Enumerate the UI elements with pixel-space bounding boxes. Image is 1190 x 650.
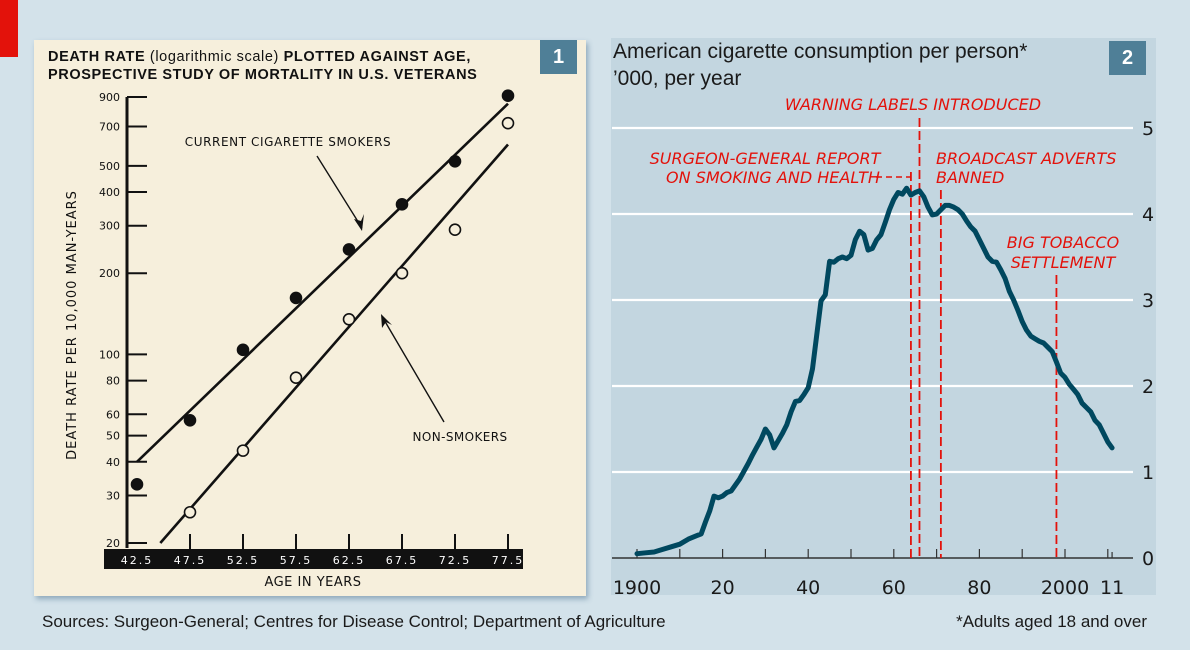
annotation-label-surgeon-general-1: SURGEON-GENERAL REPORT [650, 149, 882, 168]
annotation-label-broadcast-2: BANNED [936, 168, 1004, 187]
chart1-y-tick-label: 80 [106, 375, 120, 388]
footnote-adults: *Adults aged 18 and over [956, 612, 1147, 631]
chart2-y-tick-label: 4 [1142, 204, 1154, 226]
chart2-x-tick-label: 80 [967, 577, 991, 599]
chart2-consumption-line [634, 185, 1115, 557]
chart1-fit-line-smokers [136, 102, 509, 463]
chart1-title: DEATH RATE (logarithmic scale) PLOTTED A… [48, 48, 477, 84]
chart2-y-tick-label: 0 [1142, 548, 1154, 570]
chart1-point-smokers [183, 413, 197, 427]
chart2-y-tick-label: 1 [1142, 462, 1154, 484]
chart2-title-line1: American cigarette consumption per perso… [613, 40, 1028, 63]
chart1-point-smokers [501, 89, 515, 103]
chart1-y-tick-label: 20 [106, 537, 120, 550]
chart1-x-tick-label: 67.5 [386, 554, 419, 567]
chart1-point-smokers [236, 343, 250, 357]
chart1-y-tick-label: 500 [99, 160, 120, 173]
chart2-number-badge: 2 [1109, 41, 1146, 75]
chart1-title-line2: PROSPECTIVE STUDY OF MORTALITY IN U.S. V… [48, 67, 478, 83]
chart1-x-tick-label: 77.5 [492, 554, 525, 567]
chart1-x-tick-label: 52.5 [227, 554, 260, 567]
chart1-x-tick-label: 42.5 [121, 554, 154, 567]
sources-note: Sources: Surgeon-General; Centres for Di… [42, 612, 666, 631]
chart1-x-axis-band [104, 549, 523, 569]
chart1-label-smokers: CURRENT CIGARETTE SMOKERS [185, 135, 392, 149]
chart1-point-non-smokers [236, 444, 250, 457]
chart2-x-tick-label: 40 [796, 577, 820, 599]
corner-brand-mark [0, 0, 18, 57]
chart1-y-tick-label: 100 [99, 348, 120, 361]
chart2-x-tick-label: 1900 [613, 577, 661, 599]
chart1-title-part: DEATH RATE [48, 49, 150, 65]
chart1-point-smokers [130, 478, 144, 491]
annotation-label-broadcast-1: BROADCAST ADVERTS [936, 149, 1116, 168]
chart1-y-tick-label: 30 [106, 489, 120, 502]
chart1-point-non-smokers [289, 371, 303, 384]
chart2-x-tick-label: 60 [882, 577, 906, 599]
chart2-y-tick-label: 5 [1142, 118, 1154, 140]
chart1-point-smokers [342, 243, 356, 256]
chart1-point-non-smokers [501, 116, 515, 130]
chart1-x-tick-label: 62.5 [333, 554, 366, 567]
chart1-y-tick-label: 700 [99, 120, 120, 133]
chart1-point-smokers [395, 198, 409, 211]
annotation-label-surgeon-general-2: ON SMOKING AND HEALTH [666, 168, 880, 187]
chart1-y-axis-label: DEATH RATE PER 10,000 MAN-YEARS [65, 190, 80, 460]
chart2-y-tick-label: 2 [1142, 376, 1154, 398]
chart1-fit-line-non-smokers [159, 143, 509, 544]
chart1-y-tick-label: 200 [99, 267, 120, 280]
chart1-y-tick-label: 60 [106, 408, 120, 421]
chart1-title-part: PLOTTED AGAINST AGE, [278, 49, 471, 65]
chart1-y-tick-label: 900 [99, 91, 120, 104]
chart1-number-badge: 1 [540, 40, 577, 74]
chart1-x-axis-label: AGE IN YEARS [264, 575, 361, 590]
chart2-x-tick-label: 11 [1100, 577, 1124, 599]
chart1-y-tick-label: 300 [99, 220, 120, 233]
chart1-arrowhead-smokers [354, 214, 364, 231]
chart1-point-non-smokers [183, 505, 197, 519]
chart2-y-tick-label: 3 [1142, 290, 1154, 312]
chart1-y-tick-label: 40 [106, 456, 120, 469]
chart-panel-consumption: American cigarette consumption per perso… [603, 38, 1163, 598]
chart1-point-smokers [289, 291, 303, 305]
chart2-subtitle: ’000, per year [613, 67, 742, 90]
chart2-title: American cigarette consumption per perso… [613, 38, 1027, 92]
chart1-y-tick-label: 50 [106, 430, 120, 443]
chart1-y-tick-label: 400 [99, 186, 120, 199]
chart1-point-non-smokers [395, 266, 409, 280]
chart2-x-tick-label: 20 [711, 577, 735, 599]
annotation-label-settlement-2: SETTLEMENT [1011, 253, 1117, 272]
chart2-background [611, 38, 1156, 595]
chart1-point-non-smokers [448, 223, 462, 236]
annotation-label-settlement-1: BIG TOBACCO [1007, 233, 1119, 252]
chart1-x-tick-label: 47.5 [174, 554, 207, 567]
chart1-label-non-smokers: NON-SMOKERS [413, 430, 508, 444]
chart1-x-tick-label: 72.5 [439, 554, 472, 567]
chart1-arrowhead-non-smokers [381, 314, 392, 328]
annotation-label-warning-labels: WARNING LABELS INTRODUCED [785, 95, 1041, 114]
chart1-point-non-smokers [342, 312, 356, 326]
chart1-arrow-smokers [316, 155, 363, 229]
chart1-point-smokers [448, 154, 462, 168]
chart1-x-tick-label: 57.5 [280, 554, 313, 567]
chart1-title-scale-note: (logarithmic scale) [149, 49, 279, 65]
chart2-x-tick-label: 2000 [1041, 577, 1089, 599]
chart1-arrow-non-smokers [382, 317, 445, 423]
